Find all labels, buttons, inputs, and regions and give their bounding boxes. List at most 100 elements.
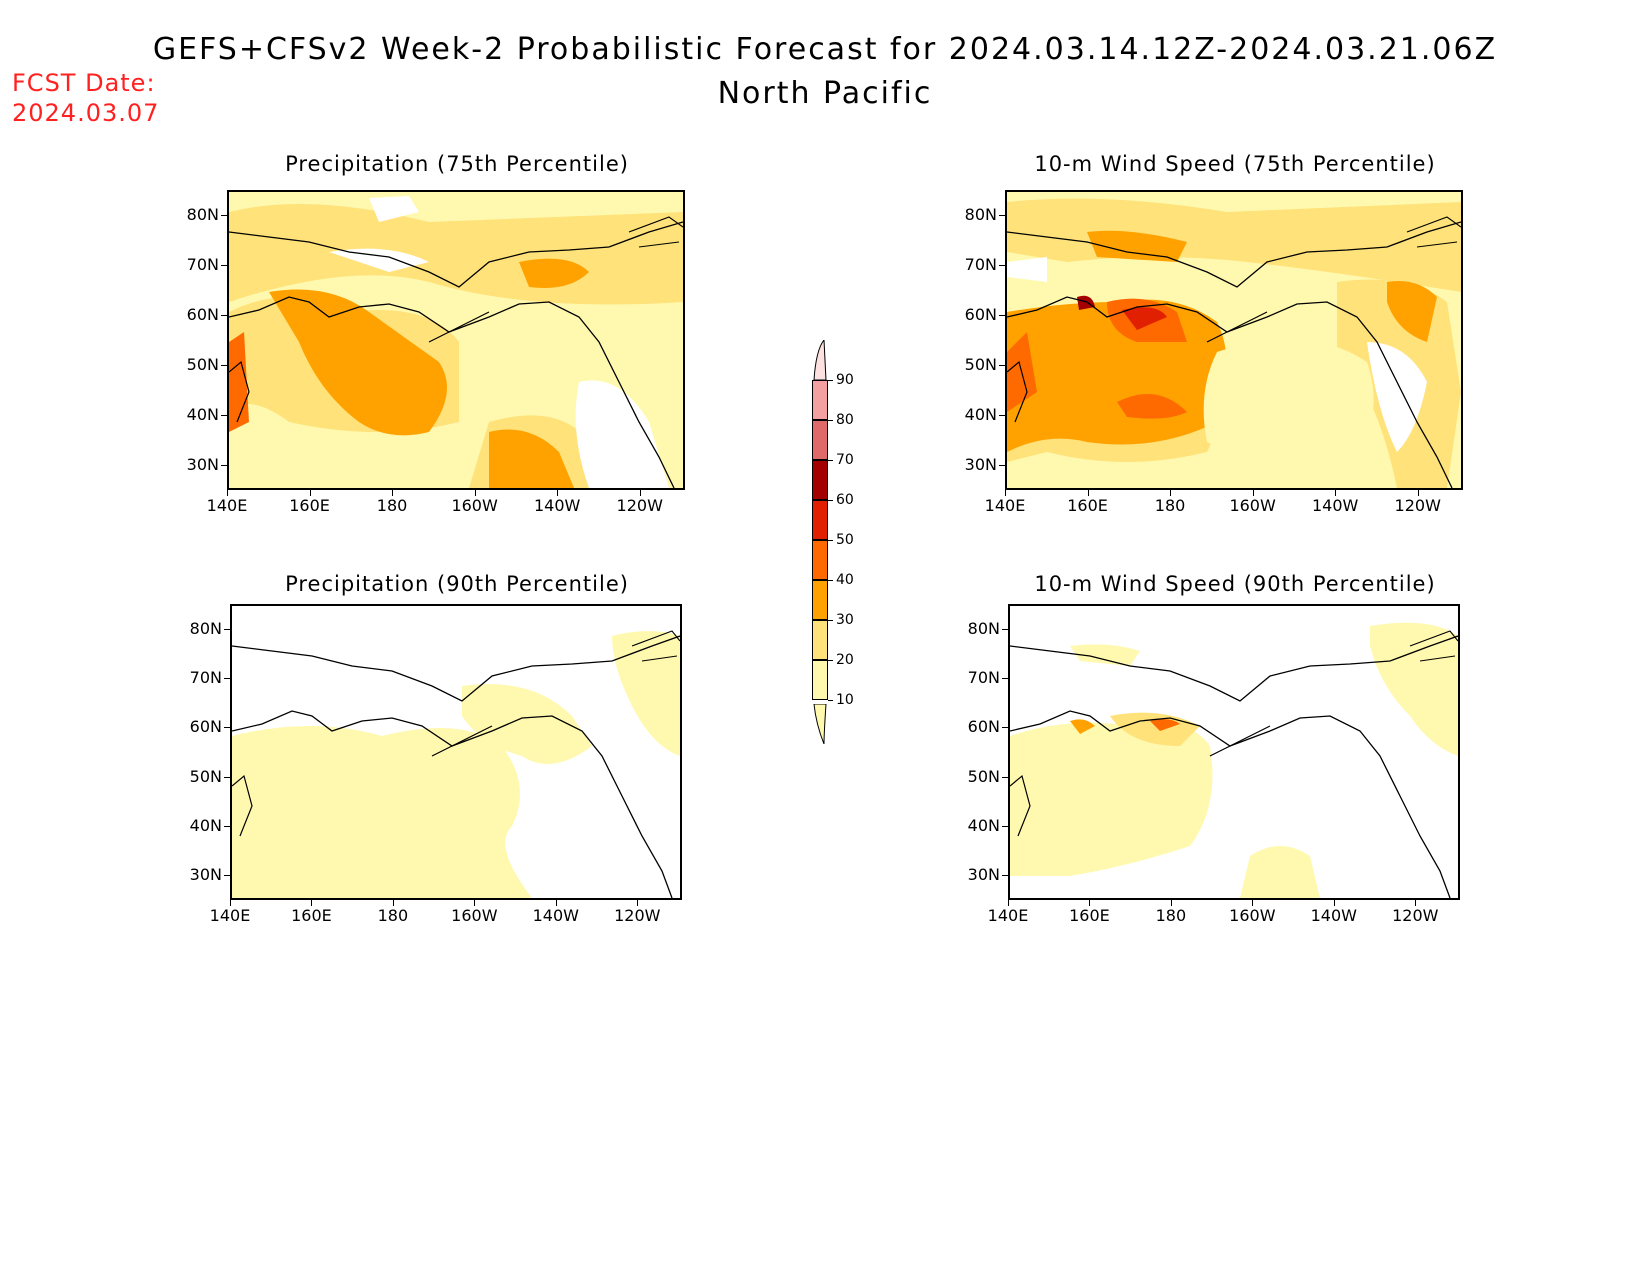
lon-tick-label: 180 xyxy=(1154,496,1186,515)
colorbar-level-label: 90 xyxy=(836,372,854,388)
lon-tick-label: 160E xyxy=(1069,906,1110,925)
colorbar-level-label: 30 xyxy=(836,612,854,628)
lon-tick-label: 160W xyxy=(1229,906,1276,925)
colorbar-level-label: 20 xyxy=(836,652,854,668)
lon-tick-mark xyxy=(637,900,639,906)
lon-tick-mark xyxy=(392,490,394,496)
lat-tick-label: 30N xyxy=(189,865,222,885)
colorbar-segment xyxy=(812,500,828,540)
lon-tick-label: 120W xyxy=(614,906,661,925)
main-title: GEFS+CFSv2 Week-2 Probabilistic Forecast… xyxy=(152,32,1498,67)
lon-tick-label: 140W xyxy=(1311,496,1359,515)
lat-tick-mark xyxy=(221,465,227,466)
colorbar-tick xyxy=(828,580,833,581)
lon-tick-mark xyxy=(1089,900,1091,906)
lon-tick-mark xyxy=(1252,900,1254,906)
lat-tick-mark xyxy=(221,265,227,266)
lat-tick-mark xyxy=(1002,727,1008,729)
lon-tick-mark xyxy=(1170,490,1172,496)
colorbar-segment xyxy=(812,620,828,660)
lon-tick-label: 160W xyxy=(451,496,498,515)
lat-tick-label: 80N xyxy=(186,205,219,224)
lat-tick-mark xyxy=(221,415,227,416)
colorbar-segment xyxy=(812,580,828,620)
lon-tick-label: 120W xyxy=(1392,906,1439,925)
lon-tick-mark xyxy=(557,490,559,496)
colorbar-tick xyxy=(828,660,833,661)
lon-tick-mark xyxy=(1008,900,1009,906)
lat-tick-label: 80N xyxy=(189,618,222,638)
panel-title-wind-90: 10-m Wind Speed (90th Percentile) xyxy=(1034,572,1436,596)
colorbar-level-label: 40 xyxy=(836,572,854,588)
colorbar-segment xyxy=(812,540,828,580)
colorbar-tick xyxy=(828,700,833,701)
lon-tick-label: 120W xyxy=(1394,496,1441,515)
lat-tick-mark xyxy=(221,365,227,366)
lat-tick-label: 40N xyxy=(186,405,219,424)
lat-tick-label: 80N xyxy=(967,618,1000,638)
lat-tick-label: 50N xyxy=(967,766,1000,786)
colorbar-segment xyxy=(812,660,828,700)
lon-tick-label: 180 xyxy=(376,496,408,515)
lat-tick-mark xyxy=(224,826,230,827)
lon-tick-label: 160W xyxy=(1229,496,1276,515)
lon-tick-mark xyxy=(474,490,476,496)
lat-tick-mark xyxy=(999,215,1005,216)
lat-tick-mark xyxy=(999,365,1005,366)
colorbar-tick xyxy=(828,620,833,621)
lat-tick-label: 40N xyxy=(967,816,1000,835)
lat-tick-label: 30N xyxy=(964,455,997,474)
lon-tick-label: 140E xyxy=(206,496,248,515)
lon-tick-label: 140E xyxy=(987,906,1029,925)
map-precip-75 xyxy=(227,190,685,490)
lon-tick-label: 120W xyxy=(616,496,663,515)
lon-tick-label: 140E xyxy=(984,496,1026,515)
forecast-date: FCST Date: 2024.03.07 xyxy=(12,68,159,128)
lon-tick-mark xyxy=(309,490,311,496)
lon-tick-mark xyxy=(1417,490,1419,496)
lat-tick-label: 30N xyxy=(967,865,1000,885)
lat-tick-label: 40N xyxy=(964,405,997,424)
lat-tick-mark xyxy=(999,315,1005,316)
lat-tick-mark xyxy=(224,776,230,778)
colorbar-tick xyxy=(828,460,833,461)
lat-tick-mark xyxy=(1002,678,1008,679)
lat-tick-mark xyxy=(221,215,227,216)
map-wind-75 xyxy=(1005,190,1463,490)
lat-tick-label: 60N xyxy=(967,717,1000,737)
map-precip-90 xyxy=(230,604,682,900)
colorbar-segment xyxy=(812,380,828,420)
lon-tick-mark xyxy=(639,490,641,496)
lat-tick-mark xyxy=(1002,628,1008,630)
lon-tick-mark xyxy=(311,900,313,906)
lon-tick-label: 140E xyxy=(209,906,251,925)
lat-tick-label: 70N xyxy=(186,255,219,274)
lat-tick-label: 60N xyxy=(189,717,222,737)
lon-tick-mark xyxy=(1252,490,1254,496)
colorbar-tick xyxy=(828,380,833,381)
lon-tick-label: 160W xyxy=(451,906,498,925)
lat-tick-label: 40N xyxy=(189,816,222,835)
colorbar-upper-tip xyxy=(813,340,827,380)
lat-tick-mark xyxy=(1002,875,1008,877)
lon-tick-label: 180 xyxy=(377,906,409,925)
lon-tick-mark xyxy=(227,490,228,496)
lon-tick-mark xyxy=(1170,900,1172,906)
colorbar-lower-tip xyxy=(813,704,827,744)
lon-tick-mark xyxy=(1087,490,1089,496)
lat-tick-label: 60N xyxy=(964,305,997,324)
lat-tick-mark xyxy=(999,465,1005,466)
lat-tick-mark xyxy=(221,315,227,316)
lon-tick-label: 160E xyxy=(291,906,332,925)
map-wind-90 xyxy=(1008,604,1460,900)
forecast-date-value: 2024.03.07 xyxy=(12,99,160,127)
lon-tick-mark xyxy=(230,900,231,906)
colorbar-level-label: 70 xyxy=(836,452,854,468)
colorbar-level-label: 50 xyxy=(836,532,854,548)
lon-tick-mark xyxy=(1335,490,1337,496)
colorbar-tick xyxy=(828,540,833,541)
lon-tick-mark xyxy=(1333,900,1335,906)
panel-title-precip-90: Precipitation (90th Percentile) xyxy=(285,572,629,596)
colorbar-segment xyxy=(812,420,828,460)
lat-tick-label: 70N xyxy=(967,668,1000,687)
